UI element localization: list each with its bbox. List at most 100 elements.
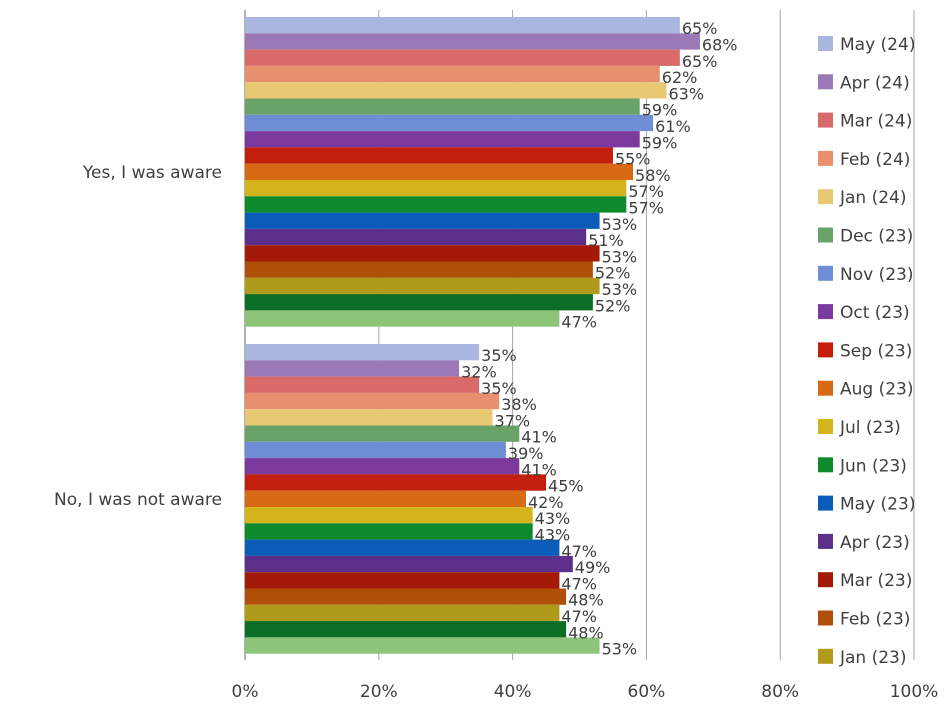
- data-label: 47%: [561, 313, 597, 332]
- legend-label: Sep (23): [840, 341, 912, 361]
- legend-swatch: [818, 648, 833, 664]
- bar: [245, 196, 627, 213]
- bar: [245, 360, 460, 377]
- bar: [245, 392, 500, 410]
- bar: [245, 523, 533, 540]
- data-label: 58%: [635, 166, 671, 185]
- legend-label: May (23): [840, 495, 915, 515]
- bar: [245, 65, 660, 83]
- bar: [245, 425, 520, 442]
- legend-swatch: [818, 610, 833, 626]
- data-label: 35%: [481, 346, 517, 365]
- bar: [245, 310, 560, 327]
- x-tick-label: 0%: [232, 682, 259, 702]
- data-label: 32%: [461, 362, 497, 381]
- data-label: 37%: [495, 411, 531, 430]
- data-label: 63%: [668, 84, 704, 103]
- legend-label: Oct (23): [840, 303, 910, 323]
- legend-label: Jan (24): [839, 188, 907, 208]
- legend-swatch: [818, 74, 833, 90]
- legend-label: Feb (24): [840, 150, 910, 170]
- legend-swatch: [818, 227, 833, 243]
- legend: May (24) Apr (24) Mar (24) Feb (24) Jan (24)…: [818, 35, 915, 668]
- data-labels: 65%68%65%62%63%59%61%59%55%58%57%57%53%5…: [461, 19, 737, 658]
- bar: [245, 376, 480, 393]
- data-label: 47%: [561, 542, 597, 561]
- data-label: 43%: [535, 509, 571, 528]
- data-label: 41%: [521, 428, 557, 447]
- category-label: Yes, I was aware: [82, 163, 222, 183]
- data-label: 41%: [521, 460, 557, 479]
- bar: [245, 490, 526, 507]
- bar: [245, 441, 506, 459]
- bar: [245, 277, 600, 295]
- bar: [245, 49, 680, 66]
- data-label: 53%: [602, 247, 638, 266]
- bar: [245, 588, 567, 605]
- legend-swatch: [818, 36, 833, 51]
- legend-swatch: [818, 380, 833, 396]
- data-label: 49%: [575, 558, 611, 577]
- category-labels: Yes, I was aware No, I was not aware: [54, 163, 222, 510]
- bar: [245, 228, 587, 246]
- legend-swatch: [818, 572, 833, 588]
- data-label: 39%: [508, 444, 544, 463]
- data-label: 48%: [568, 623, 604, 642]
- data-label: 62%: [662, 68, 698, 87]
- legend-swatch: [818, 419, 833, 434]
- data-label: 38%: [501, 395, 537, 414]
- data-label: 65%: [682, 19, 718, 38]
- data-label: 51%: [588, 231, 624, 250]
- data-label: 48%: [568, 591, 604, 610]
- bar: [245, 131, 640, 148]
- x-tick-label: 20%: [360, 682, 398, 702]
- legend-swatch: [818, 112, 833, 128]
- legend-label: Dec (23): [840, 227, 913, 247]
- legend-swatch: [818, 189, 833, 205]
- bar: [245, 17, 680, 34]
- bar: [245, 82, 667, 99]
- bar: [245, 507, 533, 524]
- data-label: 47%: [561, 574, 597, 593]
- data-label: 57%: [628, 182, 664, 201]
- x-tick-label: 40%: [494, 682, 532, 702]
- category-label: No, I was not aware: [54, 490, 222, 510]
- legend-swatch: [818, 495, 833, 511]
- data-label: 53%: [602, 640, 638, 659]
- bar: [245, 245, 600, 262]
- legend-label: Jan (23): [839, 648, 907, 668]
- legend-swatch: [818, 304, 833, 320]
- legend-swatch: [818, 150, 833, 166]
- legend-label: Jun (23): [839, 456, 907, 476]
- bar: [245, 98, 640, 115]
- data-label: 53%: [602, 280, 638, 299]
- legend-swatch: [818, 457, 833, 473]
- legend-label: Feb (23): [840, 610, 910, 630]
- data-label: 59%: [642, 133, 678, 152]
- data-label: 45%: [548, 477, 584, 496]
- x-tick-label: 80%: [761, 682, 799, 702]
- bar: [245, 572, 560, 589]
- bar: [245, 539, 560, 556]
- x-axis-tick-labels: 0% 20% 40% 60% 80% 100%: [232, 682, 939, 702]
- data-label: 61%: [655, 117, 691, 136]
- x-tick-label: 60%: [628, 682, 666, 702]
- bar: [245, 33, 700, 50]
- data-label: 59%: [642, 101, 678, 120]
- data-label: 43%: [535, 525, 571, 544]
- bar: [245, 409, 493, 426]
- bar: [245, 604, 560, 622]
- bars: [245, 17, 700, 654]
- bar: [245, 294, 593, 311]
- data-label: 52%: [595, 264, 631, 283]
- bar: [245, 212, 600, 229]
- bar: [245, 621, 567, 638]
- legend-label: Nov (23): [840, 265, 913, 285]
- legend-label: Mar (23): [840, 571, 912, 591]
- bar: [245, 458, 520, 475]
- data-label: 53%: [602, 215, 638, 234]
- bar: [245, 474, 547, 491]
- bar: [245, 114, 654, 132]
- bar: [245, 163, 634, 180]
